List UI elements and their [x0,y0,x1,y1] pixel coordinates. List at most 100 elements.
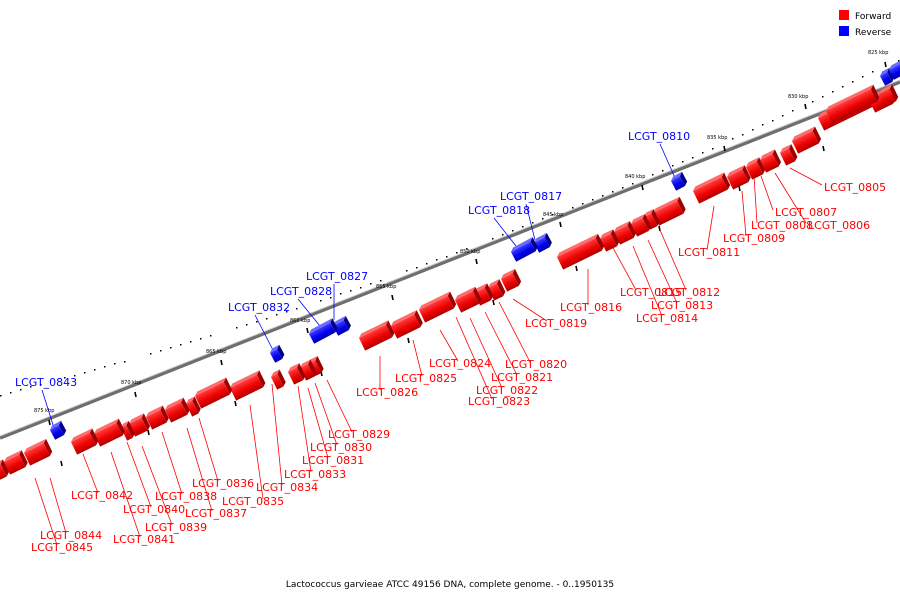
LCGT_0818-feature[interactable] [510,237,540,262]
LCGT_0813-feature[interactable] [692,172,732,204]
gene-label-lcgt_0833[interactable]: LCGT_0833 [284,468,346,481]
LCGT_0845-feature[interactable] [70,428,100,455]
gene-label-lcgt_0807[interactable]: LCGT_0807 [775,206,837,219]
feature-side [223,377,233,395]
unlabeled-gene-feature[interactable] [888,59,900,80]
LCGT_0816-feature[interactable] [630,213,653,237]
gene-label-lcgt_0808[interactable]: LCGT_0808 [751,219,813,232]
LCGT_0830-feature[interactable] [358,320,396,351]
gene-label-lcgt_0820[interactable]: LCGT_0820 [505,358,567,371]
scale-dot [436,259,438,261]
feature-side [742,165,751,183]
LCGT_0827-feature[interactable] [332,315,353,336]
gene-label-lcgt_0817[interactable]: LCGT_0817 [500,190,562,203]
gene-label-lcgt_0837[interactable]: LCGT_0837 [185,507,247,520]
LCGT_0811-feature[interactable] [759,149,783,173]
gene-label-lcgt_0806[interactable]: LCGT_0806 [808,219,870,232]
gene-label-lcgt_0823[interactable]: LCGT_0823 [468,395,530,408]
gene-label-lcgt_0841[interactable]: LCGT_0841 [113,533,175,546]
LCGT_0819-feature[interactable] [613,220,638,245]
LCGT_0814-feature[interactable] [652,196,687,226]
LCGT_0810-feature[interactable] [670,171,689,191]
gene-label-lcgt_0832[interactable]: LCGT_0832 [228,301,290,314]
gene-label-lcgt_0818[interactable]: LCGT_0818 [468,204,530,217]
LCGT_0834-feature[interactable] [287,363,307,385]
feature-face [534,237,550,253]
LCGT_0828-feature[interactable] [308,318,339,344]
gene-label-lcgt_0812[interactable]: LCGT_0812 [658,286,720,299]
LCGT_0823-feature[interactable] [487,279,507,301]
gene-label-lcgt_0826[interactable]: LCGT_0826 [356,386,418,399]
gene-label-lcgt_0840[interactable]: LCGT_0840 [123,503,185,516]
scale-dot [602,195,604,197]
LCGT_0843-feature[interactable] [49,420,68,440]
LCGT_0836-feature[interactable] [229,370,267,401]
LCGT_0837-feature[interactable] [194,377,234,409]
scale-dot [370,283,372,285]
LCGT_0844-feature[interactable] [93,418,127,447]
gene-label-lcgt_0815[interactable]: LCGT_0815 [620,286,682,299]
gene-label-lcgt_0824[interactable]: LCGT_0824 [429,357,491,370]
unlabeled-gene-feature[interactable] [825,84,881,124]
feature-face [501,273,519,292]
gene-label-lcgt_0830[interactable]: LCGT_0830 [310,441,372,454]
LCGT_0822-feature[interactable] [500,268,523,292]
LCGT_0835-feature[interactable] [270,369,287,390]
scale-dot [0,395,2,397]
gene-label-lcgt_0814[interactable]: LCGT_0814 [636,312,698,325]
unlabeled-gene-feature[interactable] [0,459,10,483]
feature-top [4,450,22,462]
LCGT_0833-feature[interactable] [299,359,318,381]
gene-label-lcgt_0816[interactable]: LCGT_0816 [560,301,622,314]
LCGT_0806-feature[interactable] [791,126,823,154]
gene-label-lcgt_0827[interactable]: LCGT_0827 [306,270,368,283]
LCGT_0825-leader [412,339,423,377]
LCGT_0817-feature[interactable] [533,232,554,253]
gene-label-lcgt_0813[interactable]: LCGT_0813 [651,299,713,312]
gene-label-lcgt_0825[interactable]: LCGT_0825 [395,372,457,385]
gene-label-lcgt_0842[interactable]: LCGT_0842 [71,489,133,502]
LCGT_0837-leader [186,427,213,512]
gene-label-lcgt_0843[interactable]: LCGT_0843 [15,376,77,389]
gene-label-lcgt_0819[interactable]: LCGT_0819 [525,317,587,330]
LCGT_0815-feature[interactable] [643,209,661,230]
LCGT_0820-feature[interactable] [599,229,621,252]
gene-label-lcgt_0828[interactable]: LCGT_0828 [270,285,332,298]
gene-label-lcgt_0810[interactable]: LCGT_0810 [628,130,690,143]
feature-top [727,165,745,177]
unlabeled-gene-feature[interactable] [23,438,54,466]
unlabeled-gene-feature[interactable] [3,450,29,475]
gene-label-lcgt_0835[interactable]: LCGT_0835 [222,495,284,508]
gene-label-lcgt_0831[interactable]: LCGT_0831 [302,454,364,467]
LCGT_0838-feature[interactable] [185,396,202,417]
gene-label-lcgt_0822[interactable]: LCGT_0822 [476,384,538,397]
LCGT_0812-feature[interactable] [726,165,752,190]
scale-dot [842,86,844,88]
gene-label-lcgt_0811[interactable]: LCGT_0811 [678,246,740,259]
LCGT_0840-feature[interactable] [145,405,170,430]
unlabeled-gene-feature[interactable] [878,84,900,107]
gene-label-lcgt_0839[interactable]: LCGT_0839 [145,521,207,534]
LCGT_0809-feature[interactable] [745,157,767,180]
gene-label-lcgt_0834[interactable]: LCGT_0834 [256,481,318,494]
gene-label-lcgt_0821[interactable]: LCGT_0821 [491,371,553,384]
major-tick [306,327,309,334]
scale-dot [74,375,76,377]
unlabeled-gene-feature[interactable] [879,67,896,86]
LCGT_0829-feature[interactable] [390,310,424,339]
feature-face [760,153,779,173]
gene-label-lcgt_0838[interactable]: LCGT_0838 [155,490,217,503]
gene-label-lcgt_0829[interactable]: LCGT_0829 [328,428,390,441]
LCGT_0839-feature[interactable] [164,397,191,423]
gene-label-lcgt_0844[interactable]: LCGT_0844 [40,529,102,542]
gene-label-lcgt_0836[interactable]: LCGT_0836 [192,477,254,490]
gene-label-lcgt_0809[interactable]: LCGT_0809 [723,232,785,245]
LCGT_0826-feature[interactable] [418,291,458,323]
LCGT_0805-feature[interactable] [779,144,799,166]
LCGT_0844-leader [49,477,67,534]
gene-label-lcgt_0845[interactable]: LCGT_0845 [31,541,93,554]
LCGT_0821-feature[interactable] [556,233,606,270]
LCGT_0832-feature[interactable] [269,344,286,363]
LCGT_0825-feature[interactable] [454,286,483,313]
gene-label-lcgt_0805[interactable]: LCGT_0805 [824,181,886,194]
